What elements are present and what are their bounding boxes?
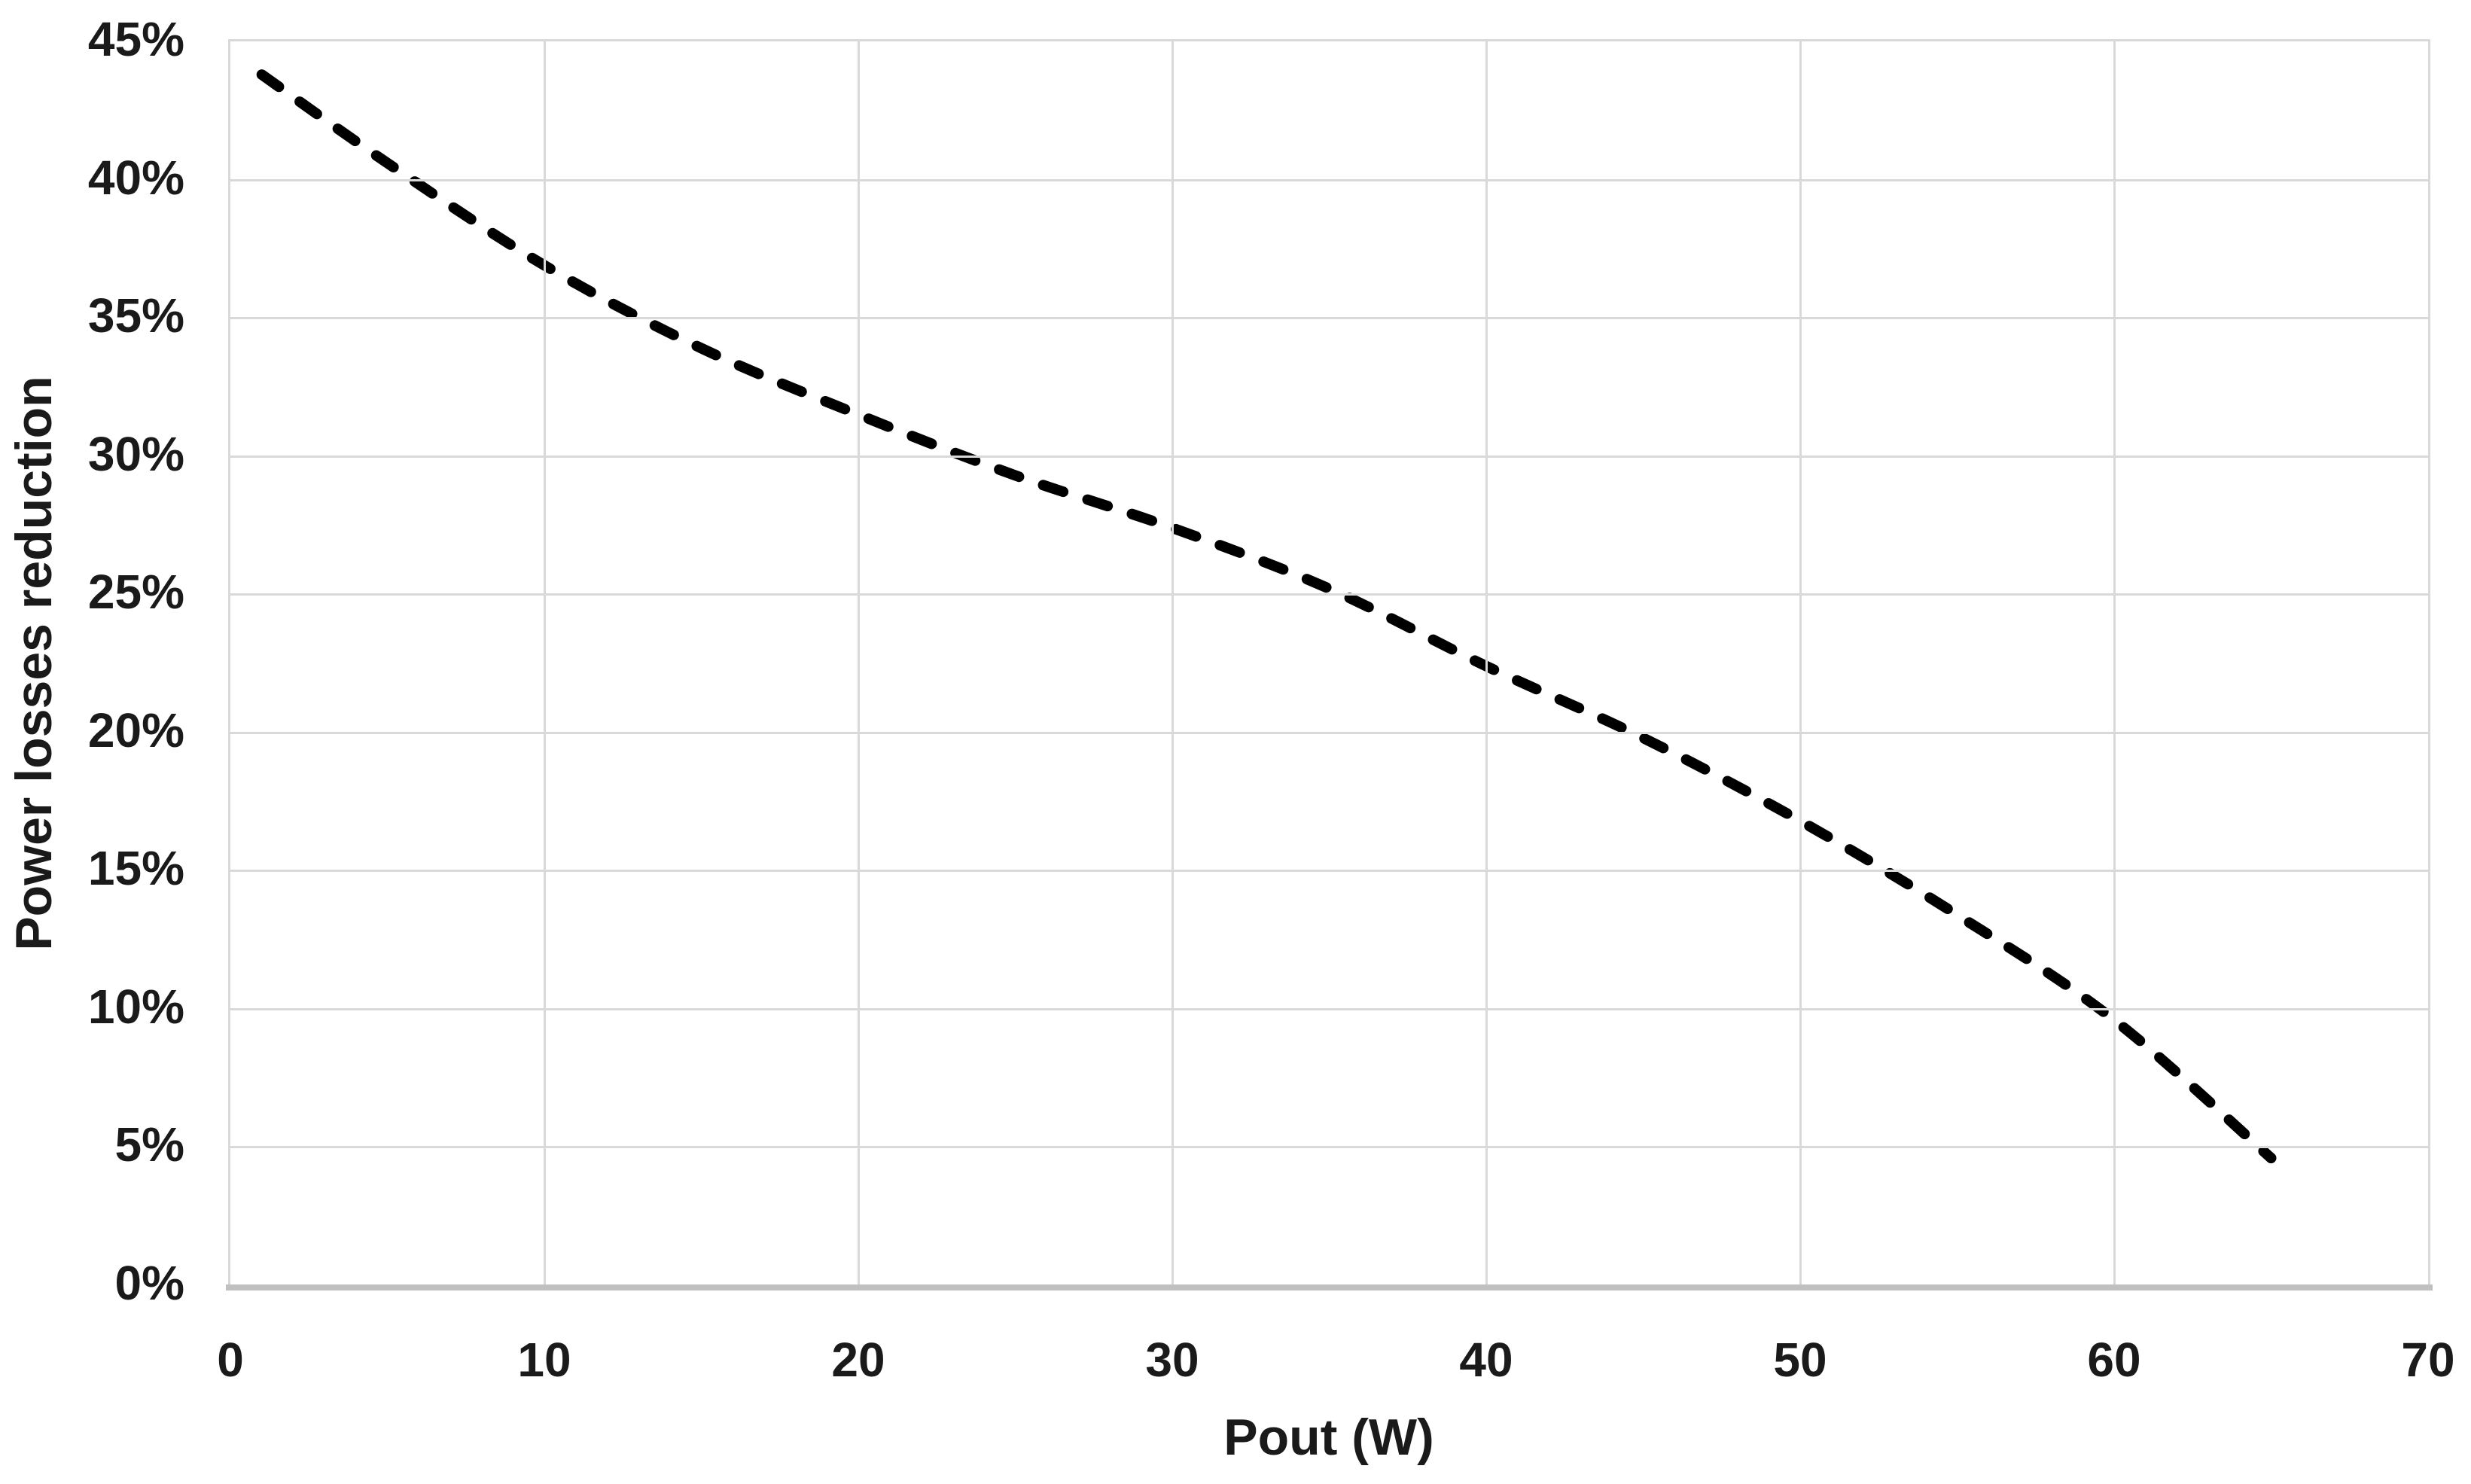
y-tick-label: 15%	[87, 841, 184, 896]
y-gridline-30%	[230, 455, 2428, 458]
y-tick-label: 5%	[114, 1117, 185, 1172]
x-gridline-60	[2113, 41, 2116, 1285]
x-gridline-40	[1485, 41, 1488, 1285]
y-tick-label: 10%	[87, 979, 184, 1034]
x-gridline-30	[1172, 41, 1174, 1285]
series-path	[256, 69, 2277, 1164]
y-tick-label: 20%	[87, 702, 184, 757]
y-tick-label: 30%	[87, 426, 184, 481]
y-tick-label: 45%	[87, 12, 184, 66]
y-tick-label: 25%	[87, 565, 184, 620]
x-gridline-20	[858, 41, 860, 1285]
y-tick-label: 40%	[87, 150, 184, 205]
y-tick-label: 35%	[87, 288, 184, 343]
x-tick-label: 60	[2087, 1333, 2141, 1387]
y-gridline-15%	[230, 870, 2428, 873]
x-gridline-50	[1799, 41, 1802, 1285]
plot-area	[228, 39, 2430, 1287]
x-axis-line	[226, 1284, 2433, 1291]
x-axis-title: Pout (W)	[1223, 1409, 1434, 1466]
x-tick-label: 40	[1459, 1333, 1513, 1387]
y-gridline-5%	[230, 1146, 2428, 1149]
y-gridline-35%	[230, 317, 2428, 320]
x-tick-label: 20	[831, 1333, 885, 1387]
y-gridline-40%	[230, 178, 2428, 181]
x-tick-label: 30	[1145, 1333, 1199, 1387]
y-gridline-20%	[230, 731, 2428, 734]
y-gridline-25%	[230, 593, 2428, 596]
series-dashed-line	[256, 69, 2277, 1164]
y-gridline-10%	[230, 1007, 2428, 1010]
x-tick-label: 0	[217, 1333, 244, 1387]
y-tick-label: 0%	[114, 1256, 185, 1310]
x-tick-label: 70	[2401, 1333, 2455, 1387]
x-gridline-10	[544, 41, 546, 1285]
x-tick-label: 10	[517, 1333, 571, 1387]
x-tick-label: 50	[1773, 1333, 1827, 1387]
